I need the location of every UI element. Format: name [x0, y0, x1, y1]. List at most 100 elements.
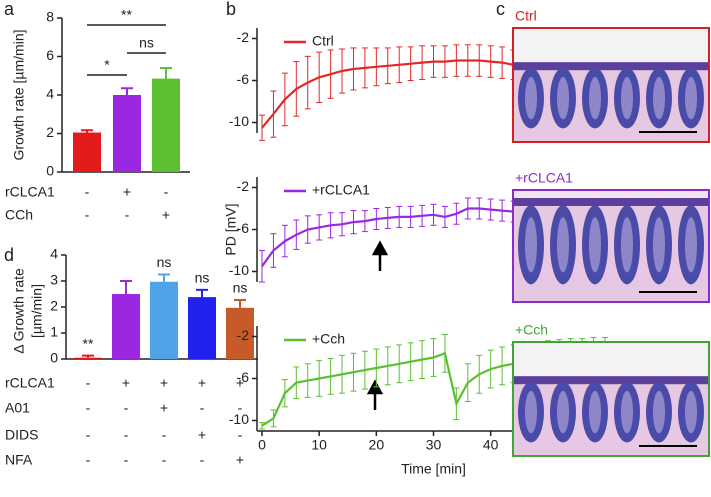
y-tick-label: -6: [237, 369, 250, 385]
significance-label: ns: [157, 254, 172, 270]
crypt-lumen: [653, 390, 665, 434]
y-tick-label: 8: [46, 9, 54, 25]
bar: [74, 357, 102, 359]
significance-label: **: [121, 7, 132, 23]
image-border: [512, 27, 710, 143]
image-title: +rCLCA1: [515, 170, 573, 186]
epithelium: [513, 198, 709, 206]
row-sign: +: [236, 375, 244, 391]
row-sign: -: [200, 452, 205, 468]
y-tick-label: -2: [237, 178, 250, 194]
significance-label: **: [83, 335, 94, 351]
image-border: [512, 341, 710, 457]
panel-label: b: [226, 0, 236, 19]
crypt-lumen: [653, 217, 665, 273]
row-label: CCh: [5, 207, 33, 223]
y-tick-label: -10: [229, 411, 249, 427]
bar: [188, 297, 216, 359]
y-axis-label: Δ Growth rate: [11, 268, 27, 354]
crypt-lumen: [525, 217, 537, 273]
y-tick-label: 3: [50, 272, 58, 288]
panel-label: a: [4, 0, 15, 19]
tissue: [513, 62, 709, 143]
row-sign: -: [124, 400, 129, 416]
y-tick-label: -2: [237, 29, 250, 45]
histology-image: [512, 341, 710, 457]
crypt-lumen: [557, 217, 569, 273]
crypt-lumen: [589, 390, 601, 434]
y-tick-label: 2: [46, 124, 54, 140]
row-sign: -: [125, 207, 130, 223]
y-tick-label: -2: [237, 327, 250, 343]
row-sign: -: [164, 184, 169, 200]
row-sign: -: [124, 427, 129, 443]
bar: [113, 95, 141, 172]
bar: [73, 132, 101, 172]
row-sign: +: [160, 375, 168, 391]
crypt-lumen: [685, 217, 697, 273]
row-sign: +: [198, 375, 206, 391]
significance-label: ns: [195, 270, 210, 286]
row-label: DIDS: [5, 427, 38, 443]
x-tick-label: 40: [483, 437, 499, 453]
row-label: rCLCA1: [5, 375, 55, 391]
row-sign: -: [238, 427, 243, 443]
x-tick-label: 30: [426, 437, 442, 453]
x-tick-label: 20: [369, 437, 385, 453]
significance-label: ns: [233, 280, 248, 296]
arrow: [371, 240, 389, 271]
row-sign: -: [86, 375, 91, 391]
bar: [152, 78, 180, 172]
row-sign: +: [123, 184, 131, 200]
row-sign: -: [162, 427, 167, 443]
image-title: Ctrl: [515, 8, 537, 24]
row-sign: +: [162, 207, 170, 223]
y-axis-label: PD [mV]: [223, 203, 239, 255]
legend-label: +Cch: [312, 331, 345, 347]
y-tick-label: -6: [237, 220, 250, 236]
row-label: rCLCA1: [5, 184, 55, 200]
row-sign: -: [124, 452, 129, 468]
panel-label: c: [496, 0, 505, 19]
crypt-lumen: [653, 76, 665, 120]
row-sign: -: [238, 400, 243, 416]
row-sign: -: [162, 452, 167, 468]
crypt-lumen: [621, 76, 633, 120]
histology-image: [512, 189, 710, 303]
crypt-lumen: [589, 217, 601, 273]
row-label: NFA: [5, 452, 33, 468]
crypt-lumen: [621, 217, 633, 273]
row-sign: -: [86, 427, 91, 443]
crypt-lumen: [685, 76, 697, 120]
y-tick-label: -10: [229, 113, 249, 129]
histology-image: [512, 27, 710, 143]
y-axis-label: [µm/min]: [29, 284, 45, 338]
row-sign: +: [236, 452, 244, 468]
row-sign: +: [160, 400, 168, 416]
crypt-lumen: [525, 76, 537, 120]
y-axis-label: Growth rate [µm/min]: [11, 30, 27, 161]
crypt-lumen: [621, 390, 633, 434]
row-sign: -: [200, 400, 205, 416]
y-tick-label: 0: [50, 350, 58, 366]
bar: [226, 307, 254, 359]
y-tick-label: 2: [50, 298, 58, 314]
epithelium: [513, 62, 709, 71]
legend-label: Ctrl: [312, 33, 334, 49]
epithelium: [513, 376, 709, 385]
significance-label: ns: [139, 35, 154, 51]
row-sign: +: [198, 427, 206, 443]
tissue: [513, 376, 709, 456]
y-tick-label: 4: [46, 86, 54, 102]
y-tick-label: 6: [46, 47, 54, 63]
y-tick-label: 0: [46, 163, 54, 179]
row-sign: -: [85, 184, 90, 200]
bar: [150, 281, 178, 359]
y-tick-label: 4: [50, 246, 58, 262]
y-tick-label: -6: [237, 71, 250, 87]
row-sign: -: [86, 452, 91, 468]
arrow: [366, 379, 384, 410]
row-sign: -: [85, 207, 90, 223]
x-axis-label: Time [min]: [401, 461, 466, 477]
